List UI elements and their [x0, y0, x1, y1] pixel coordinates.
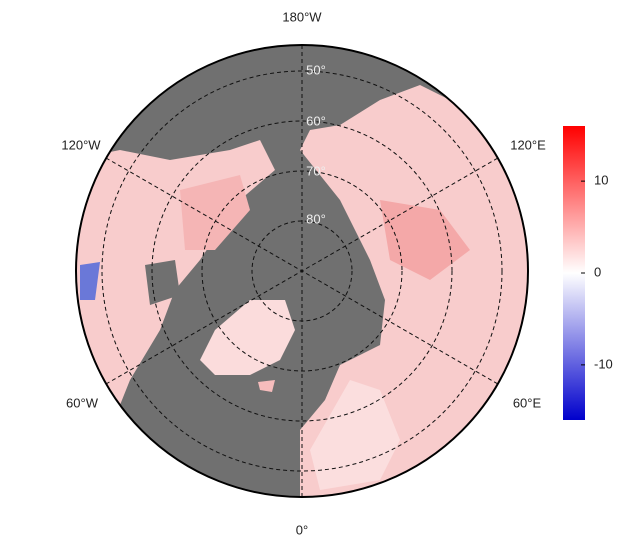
lat-label: 50° [306, 62, 326, 77]
land-europe [310, 380, 400, 490]
lat-circle [101, 70, 503, 472]
colorbar-ticks: -10 0 10 [581, 173, 613, 371]
land-greenland [200, 300, 295, 375]
colorbar-tick-label: 0 [594, 264, 601, 279]
lon-label: 120°E [510, 137, 546, 152]
colorbar-tick-label: 10 [594, 173, 608, 188]
map-border [75, 44, 529, 498]
lat-circle [151, 120, 453, 422]
land-warm [180, 175, 250, 250]
lon-label: 180°W [282, 9, 322, 24]
colorbar [563, 126, 585, 420]
land-warm [380, 200, 470, 280]
lon-label: 0° [296, 522, 308, 537]
lon-label: 60°W [66, 395, 99, 410]
graticule [101, 45, 503, 497]
land-cool [80, 262, 100, 300]
map-area [76, 45, 528, 497]
lat-label: 70° [306, 163, 326, 178]
lon-label: 60°E [513, 395, 542, 410]
meridian [105, 157, 499, 385]
lon-label: 120°W [61, 137, 101, 152]
colorbar-tick-label: -10 [594, 356, 613, 371]
lat-label: 60° [306, 113, 326, 128]
land-iceland [258, 380, 275, 392]
lat-label: 80° [306, 211, 326, 226]
